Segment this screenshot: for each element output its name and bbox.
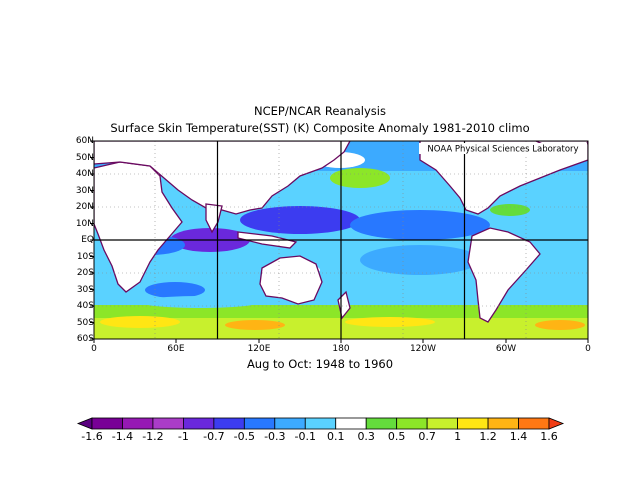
minor-gridlines	[94, 141, 588, 339]
lat-label: 30N	[75, 185, 94, 196]
lon-label: 0	[585, 344, 591, 354]
colorbar-tick-label: -0.3	[264, 430, 286, 443]
colorbar-tick-label: -0.1	[294, 430, 316, 443]
lon-label: 60E	[167, 344, 185, 354]
lat-label: 40S	[76, 301, 94, 311]
colorbar-tick-label: 0.7	[418, 430, 436, 443]
lat-label: 60S	[76, 334, 94, 344]
lat-label: 50N	[75, 152, 94, 163]
colorbar-swatch	[182, 417, 215, 430]
colorbar-tick-label: 1.6	[540, 430, 558, 443]
colorbar-tick-label: -1.2	[142, 430, 164, 443]
colorbar-swatch	[457, 417, 489, 430]
colorbar-swatch	[365, 417, 398, 430]
colorbar-swatch	[426, 417, 458, 430]
colorbar-arrow-low	[76, 417, 93, 430]
lat-label: 50S	[76, 317, 94, 328]
colorbar-swatch	[91, 417, 123, 430]
australia	[259, 255, 323, 305]
lon-label: 180	[332, 344, 350, 354]
period-label: Aug to Oct: 1948 to 1960	[246, 357, 394, 371]
credit-text: NOAA Physical Sciences Laboratory	[427, 145, 578, 155]
colorbar-tick-label: -0.5	[233, 430, 256, 443]
colorbar-swatch	[152, 417, 184, 430]
colorbar-tick-label: 0.5	[387, 430, 406, 443]
credit-box	[419, 143, 587, 154]
lat-label: EQ	[81, 235, 94, 245]
colorbar-swatch	[122, 417, 154, 430]
colorbar	[76, 417, 565, 430]
lat-label: 10N	[75, 218, 94, 229]
africa	[94, 161, 183, 293]
lat-label: 30S	[76, 284, 94, 295]
colorbar-tick-label: 1.2	[479, 430, 497, 443]
colorbar-tick-label: -1.4	[111, 430, 134, 443]
title-line-2: Surface Skin Temperature(SST) (K) Compos…	[110, 121, 530, 135]
colorbar-tick-label: -1.6	[81, 430, 103, 443]
west-pacific-cold-anomaly	[240, 206, 360, 234]
colorbar-swatch	[274, 417, 306, 430]
lat-label: 60N	[75, 136, 94, 146]
lon-label: 120W	[409, 344, 437, 354]
colorbar-tick-label: 0.3	[357, 430, 375, 443]
lon-label: 120E	[247, 344, 271, 354]
colorbar-swatch	[335, 417, 367, 430]
colorbar-swatch	[396, 417, 428, 430]
colorbar-swatch	[487, 417, 519, 430]
major-gridlines	[94, 141, 588, 339]
colorbar-swatch	[518, 417, 550, 430]
axis-ticks	[90, 140, 589, 343]
north-pacific-warm-anomaly	[330, 168, 390, 188]
title-line-1: NCEP/NCAR Reanalysis	[254, 104, 386, 118]
south-america	[467, 227, 541, 323]
lon-label: 60W	[495, 344, 517, 354]
lat-label: 20N	[75, 202, 94, 212]
colorbar-tick-label: 1.4	[509, 430, 528, 443]
north-america	[419, 141, 588, 215]
lat-label: 10S	[76, 251, 94, 262]
colorbar-swatch	[213, 417, 245, 430]
colorbar-tick-label: -0.7	[203, 430, 225, 443]
colorbar-swatch	[243, 417, 276, 430]
colorbar-swatch	[304, 417, 337, 430]
lon-label: 0	[91, 344, 97, 354]
colorbar-tick-label: 1	[454, 430, 462, 443]
europe-asia	[94, 141, 351, 215]
colorbar-tick-label: 0.1	[326, 430, 345, 443]
lat-label: 40N	[75, 169, 94, 179]
colorbar-tick-label: -1	[177, 430, 189, 443]
colorbar-arrow-high	[548, 417, 565, 430]
land-masses	[94, 141, 588, 323]
lat-label: 20S	[76, 268, 94, 278]
